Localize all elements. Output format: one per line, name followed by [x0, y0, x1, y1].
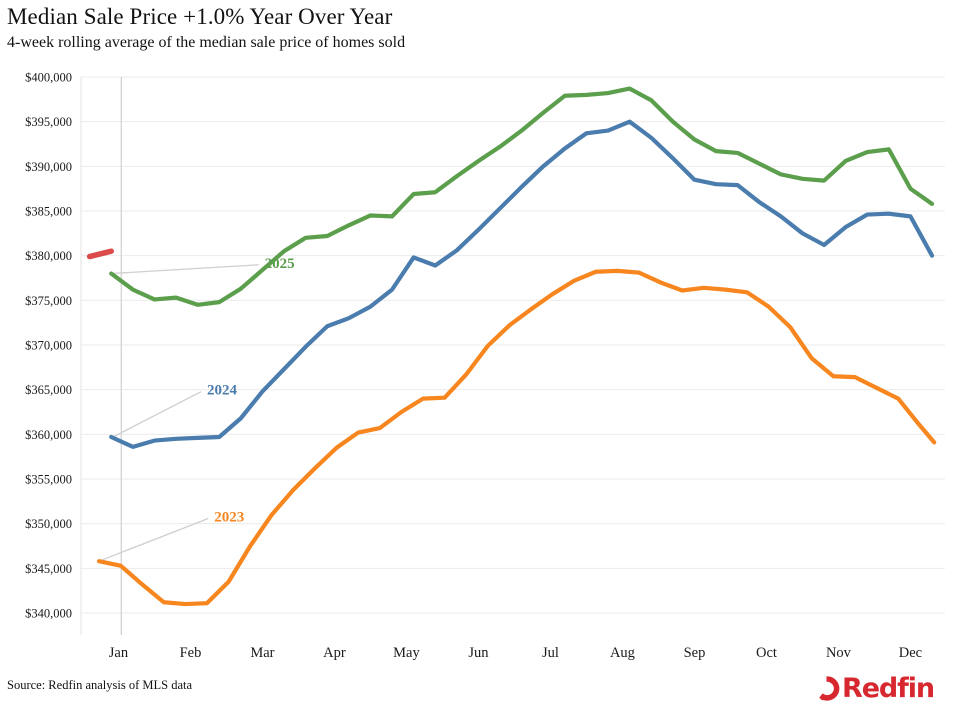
y-axis-tick-label: $385,000: [25, 205, 72, 219]
y-axis-tick-label: $360,000: [25, 428, 72, 442]
series-line-2025[interactable]: [109, 86, 935, 307]
y-axis-tick-labels: $400,000 $395,000 $390,000 $385,000 $380,000…: [25, 71, 72, 621]
y-axis-tick-label: $370,000: [25, 339, 72, 353]
x-axis-tick-label: Jan: [109, 645, 129, 661]
redfin-wordmark: Redfin: [842, 672, 935, 704]
series-line-2023[interactable]: [96, 268, 937, 607]
x-axis-tick-label: Mar: [250, 645, 274, 661]
y-axis-tick-label: $355,000: [25, 473, 72, 487]
x-axis-tick-label: Aug: [610, 645, 635, 661]
y-axis-tick-label: $340,000: [25, 607, 72, 621]
x-axis-tick-label: May: [393, 645, 420, 661]
y-axis-tick-label: $345,000: [25, 562, 72, 576]
series-label-2023: 2023: [214, 510, 244, 526]
redfin-logo-mark: [813, 675, 840, 702]
series-label-2025: 2025: [265, 256, 295, 272]
redfin-logo[interactable]: Redfin: [813, 672, 935, 704]
y-axis-tick-label: $400,000: [25, 71, 72, 85]
x-axis-tick-labels: Jan Feb Mar Apr May Jun Jul Aug Sep Oct Nov Dec: [109, 645, 922, 661]
page-subtitle: 4-week rolling average of the median sal…: [7, 34, 406, 51]
x-axis-tick-label: Jul: [542, 645, 559, 661]
x-axis-tick-label: Dec: [899, 645, 922, 661]
y-axis-tick-label: $390,000: [25, 160, 72, 174]
x-axis-tick-label: Oct: [756, 645, 777, 661]
series-line-2026[interactable]: [86, 248, 114, 260]
x-axis-tick-label: Apr: [323, 645, 346, 661]
x-axis-tick-label: Feb: [180, 645, 202, 661]
series-line-2024[interactable]: [109, 119, 935, 449]
annotation-leader-lines: [98, 264, 259, 562]
series-annotations-group: 2025 2024 2023: [207, 256, 295, 526]
series-lines-group: [86, 86, 937, 607]
leader-line-2023: [98, 517, 209, 562]
y-axis-tick-label: $365,000: [25, 383, 72, 397]
y-axis-tick-label: $350,000: [25, 517, 72, 531]
x-axis-tick-label: Nov: [826, 645, 852, 661]
x-axis-tick-label: Sep: [684, 645, 706, 661]
series-label-2024: 2024: [207, 383, 238, 399]
y-axis-tick-label: $375,000: [25, 294, 72, 308]
leader-line-2024: [110, 391, 202, 439]
gridlines-group: [80, 76, 945, 635]
page-title: Median Sale Price +1.0% Year Over Year: [7, 4, 393, 29]
y-axis-tick-label: $395,000: [25, 115, 72, 129]
y-axis-tick-label: $380,000: [25, 249, 72, 263]
source-note: Source: Redfin analysis of MLS data: [7, 678, 193, 692]
leader-line-2025: [111, 264, 259, 275]
x-axis-tick-label: Jun: [468, 645, 489, 661]
